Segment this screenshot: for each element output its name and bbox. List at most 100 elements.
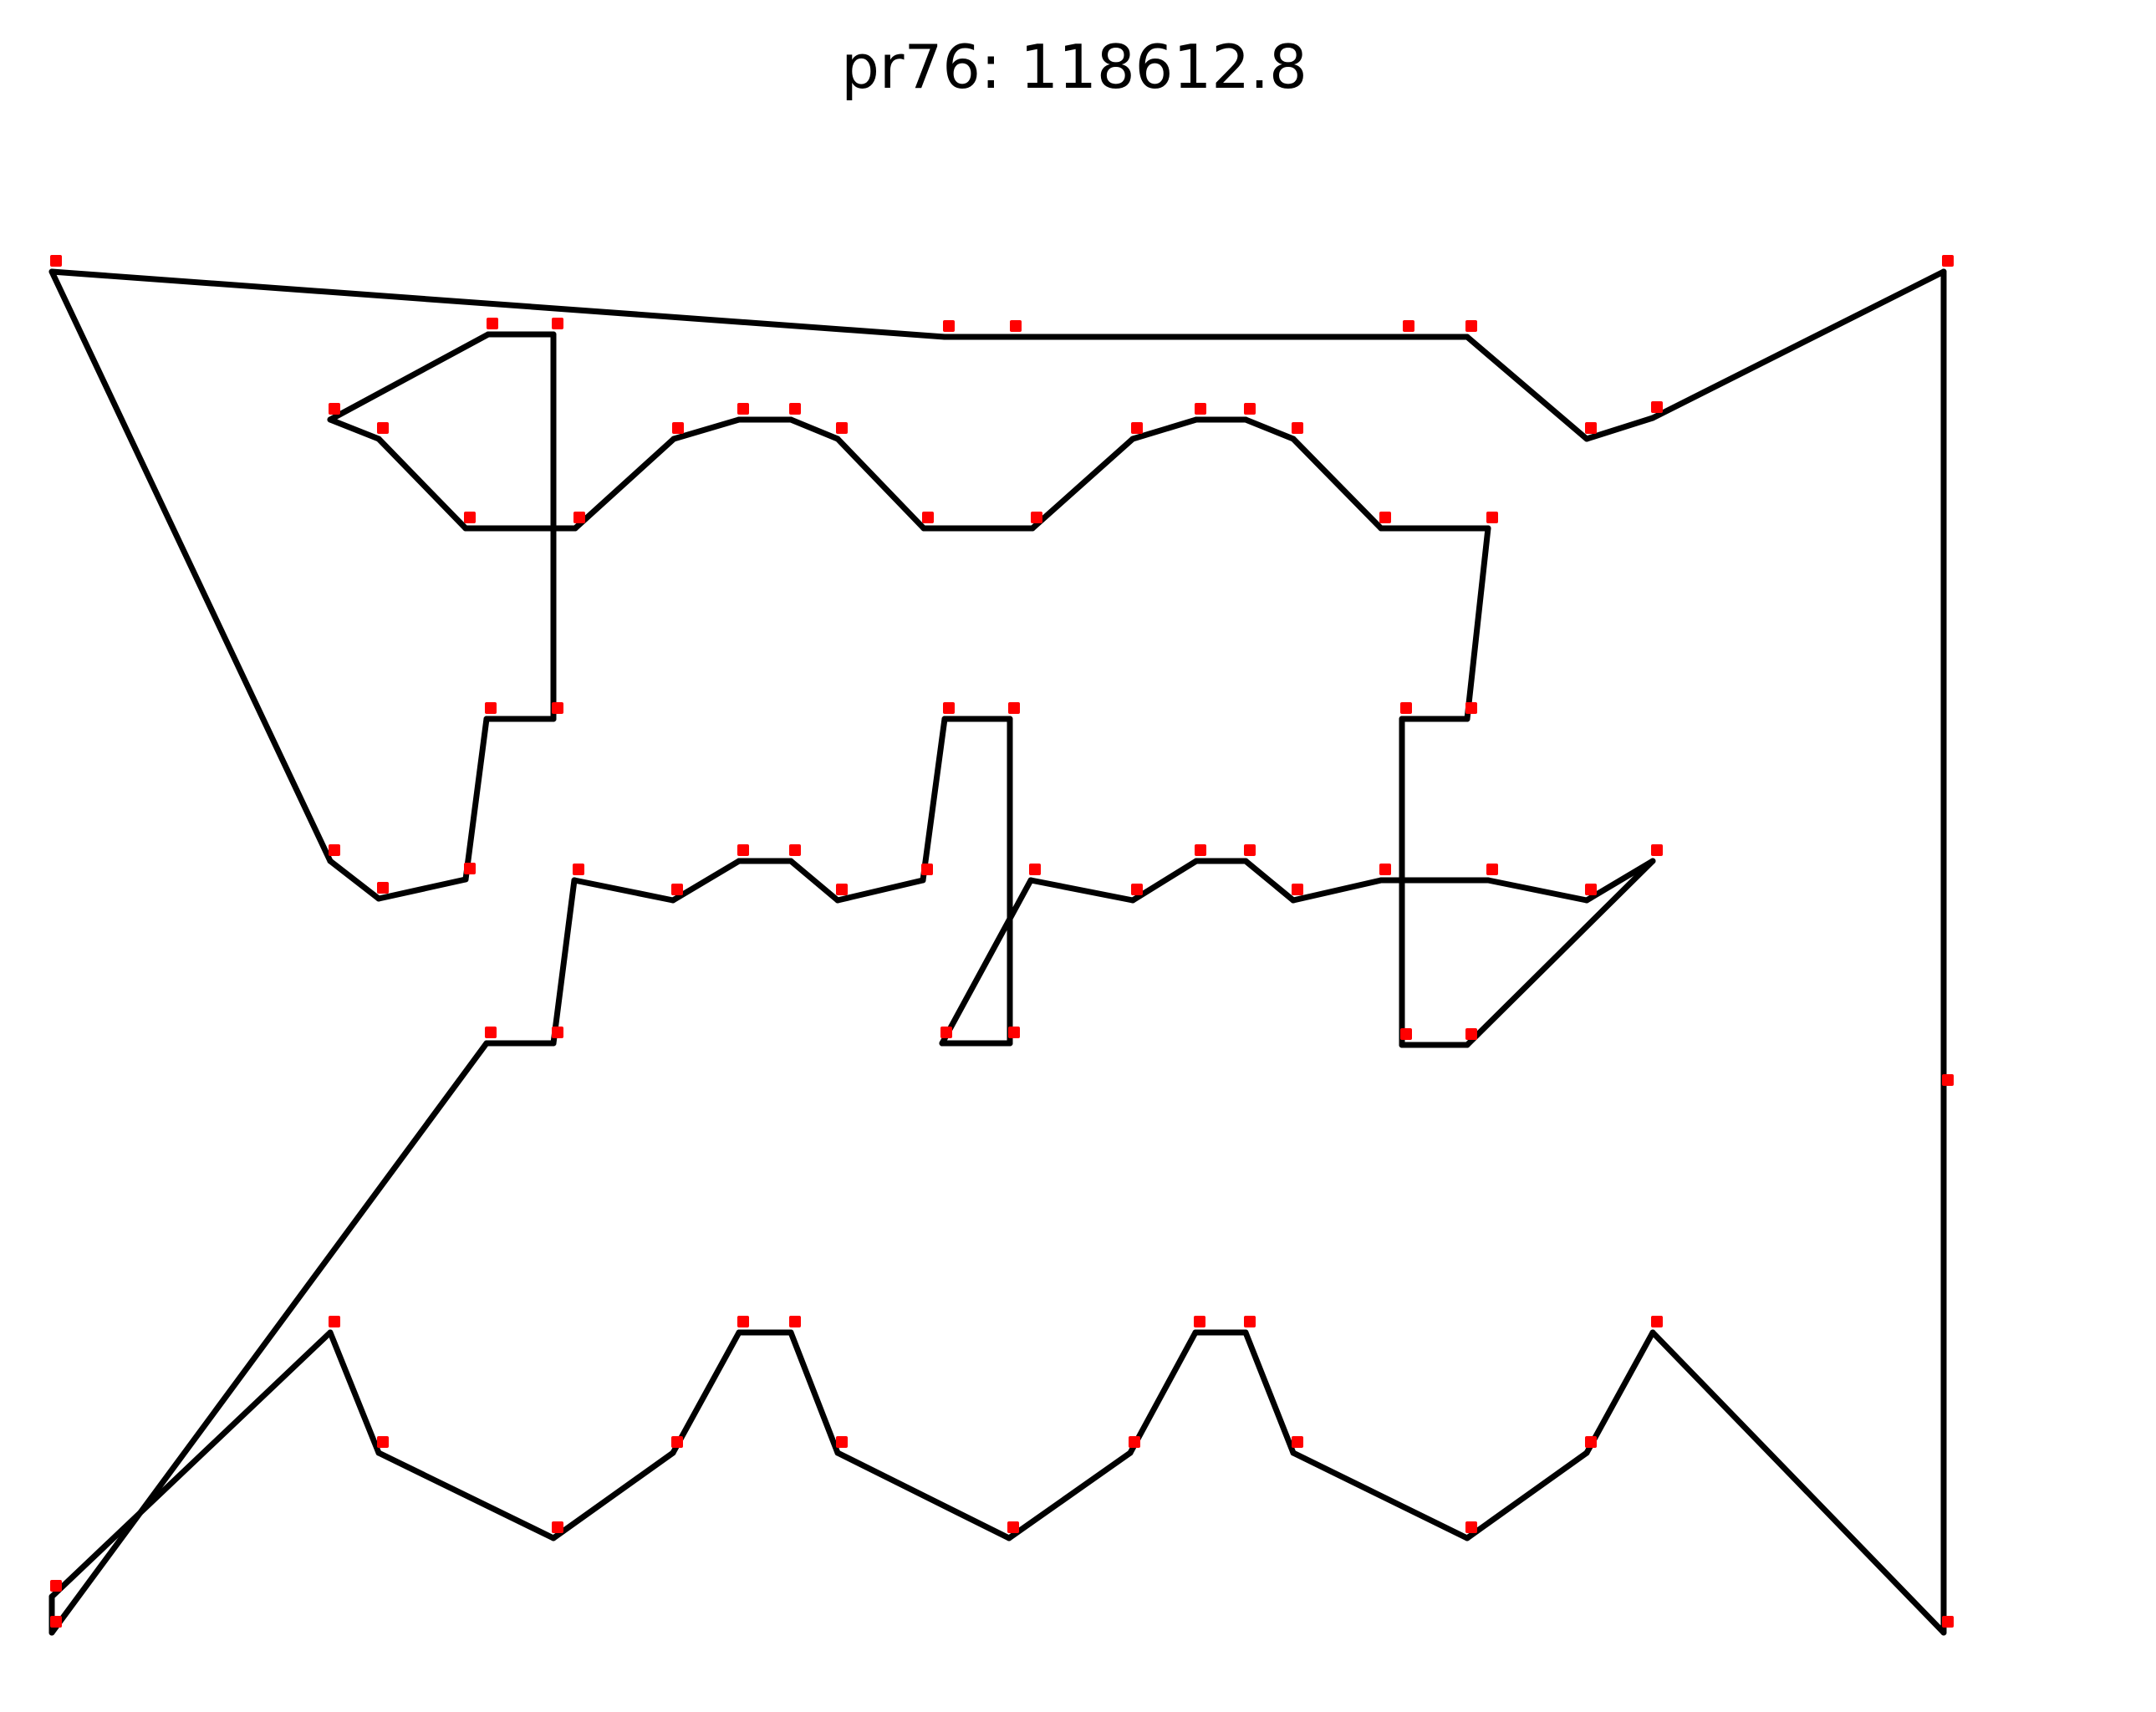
city-marker	[789, 1316, 801, 1327]
city-marker	[1403, 320, 1414, 332]
city-marker	[1651, 844, 1663, 856]
city-marker	[329, 844, 340, 856]
city-marker	[836, 422, 848, 434]
route-segment	[379, 439, 466, 528]
route-segment	[838, 1453, 1009, 1538]
route-segment	[1467, 1453, 1587, 1538]
city-marker	[836, 1436, 848, 1448]
route-segment	[1130, 1332, 1195, 1453]
route-segment	[1031, 880, 1133, 900]
city-marker	[1465, 1028, 1477, 1040]
route-segment	[330, 334, 488, 420]
city-marker	[1131, 422, 1143, 434]
route-segment	[52, 1332, 330, 1597]
city-marker	[1031, 512, 1042, 523]
city-marker	[377, 882, 389, 894]
city-marker	[672, 422, 684, 434]
route-segment	[1467, 337, 1587, 439]
route-segment	[673, 1332, 739, 1453]
city-marker	[1244, 1316, 1256, 1327]
route-layer	[52, 272, 1944, 1633]
city-marker	[1465, 320, 1477, 332]
city-marker	[1379, 864, 1391, 875]
route-segment	[1587, 1332, 1653, 1453]
city-marker	[940, 1027, 952, 1038]
city-marker	[487, 318, 498, 329]
city-marker	[737, 1316, 749, 1327]
route-segment	[379, 1453, 553, 1538]
city-marker	[671, 884, 683, 895]
city-marker	[1029, 864, 1041, 875]
city-marker	[1244, 844, 1256, 856]
route-segment	[923, 719, 945, 880]
city-marker	[1195, 403, 1206, 415]
city-marker	[1400, 702, 1412, 714]
city-marker	[1486, 512, 1498, 523]
city-marker	[1651, 1316, 1663, 1327]
city-marker	[50, 1580, 62, 1592]
route-segment	[1293, 439, 1381, 528]
city-marker	[1486, 864, 1498, 875]
city-marker	[464, 863, 476, 874]
city-marker	[943, 702, 955, 714]
route-segment	[466, 719, 487, 879]
city-marker	[485, 702, 497, 714]
route-segment	[575, 439, 674, 528]
city-marker	[1195, 844, 1206, 856]
city-marker	[1007, 1521, 1019, 1533]
city-marker	[836, 884, 848, 895]
city-marker	[789, 844, 801, 856]
city-marker	[1194, 1316, 1205, 1327]
route-segment	[1467, 861, 1653, 1045]
city-marker	[1942, 1074, 1954, 1086]
route-segment	[791, 1332, 838, 1453]
city-marker	[1465, 1521, 1477, 1533]
city-marker	[921, 864, 933, 875]
route-segment	[838, 880, 923, 900]
city-marker	[1465, 702, 1477, 714]
route-segment	[1246, 1332, 1293, 1453]
route-segment	[330, 861, 379, 899]
route-segment	[1246, 420, 1293, 439]
city-marker	[377, 422, 389, 434]
city-marker	[789, 403, 801, 415]
city-marker	[737, 844, 749, 856]
route-segment	[574, 880, 673, 900]
route-segment	[1488, 880, 1587, 900]
city-marker	[737, 403, 749, 415]
route-segment	[379, 879, 466, 899]
city-marker	[552, 1521, 563, 1533]
route-segment	[1293, 880, 1381, 900]
route-segment	[942, 880, 1031, 1043]
city-marker	[50, 255, 62, 267]
route-segment	[52, 1043, 487, 1633]
city-marker	[1585, 884, 1597, 895]
city-marker	[329, 1316, 340, 1327]
city-marker	[1942, 1616, 1954, 1628]
city-marker	[1129, 1436, 1140, 1448]
route-segment	[791, 861, 838, 900]
route-segment	[673, 861, 739, 900]
city-marker	[1651, 401, 1663, 413]
city-marker	[1008, 1027, 1020, 1038]
city-marker	[377, 1436, 389, 1448]
city-marker	[1585, 422, 1597, 434]
route-segment	[330, 420, 379, 439]
city-marker	[1131, 884, 1143, 895]
city-marker	[552, 1027, 563, 1038]
city-marker	[50, 1616, 62, 1628]
city-marker	[943, 320, 955, 332]
city-marker	[552, 318, 563, 329]
city-marker	[1292, 422, 1303, 434]
route-segment	[791, 420, 838, 439]
city-marker	[552, 702, 563, 714]
city-marker	[922, 512, 934, 523]
route-segment	[553, 1453, 673, 1538]
route-segment	[52, 272, 330, 861]
city-marker	[1585, 1436, 1597, 1448]
city-marker	[464, 512, 476, 523]
city-marker	[1244, 403, 1256, 415]
route-segment	[1653, 272, 1944, 418]
city-marker	[1400, 1028, 1412, 1040]
